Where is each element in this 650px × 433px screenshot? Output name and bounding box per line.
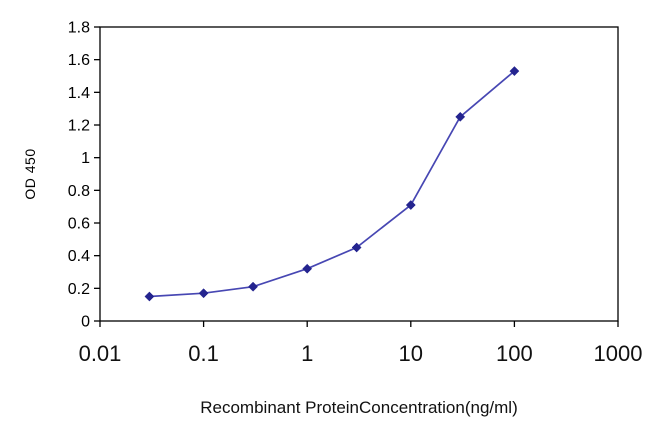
- data-point-marker: [405, 200, 416, 210]
- y-tick-label: 0.4: [68, 248, 90, 265]
- y-tick-label: 0: [81, 314, 90, 331]
- data-point-marker: [198, 288, 209, 299]
- plot-frame: [99, 26, 619, 322]
- data-point-marker: [455, 111, 466, 122]
- y-tick-label: 1.4: [68, 85, 90, 102]
- series-line: [149, 70, 515, 298]
- data-point-marker: [302, 263, 313, 274]
- x-tick-label: 1: [301, 341, 313, 366]
- y-tick-label: 1.8: [68, 20, 90, 37]
- data-point-marker: [144, 291, 155, 302]
- data-point-marker: [351, 242, 362, 253]
- x-axis-label: Recombinant ProteinConcentration(ng/ml): [200, 398, 518, 417]
- x-tick-label: 10: [399, 341, 423, 366]
- y-axis-label: OD 450: [22, 148, 38, 200]
- x-tick-label: 0.01: [79, 341, 122, 366]
- data-point-marker: [509, 66, 520, 77]
- y-tick-label: 1.2: [68, 118, 90, 135]
- y-tick-label: 1.6: [68, 52, 90, 69]
- y-tick-label: 0.8: [68, 183, 90, 200]
- data-point-marker: [248, 281, 258, 292]
- y-tick-label: 1: [81, 150, 90, 167]
- x-tick-label: 0.1: [188, 341, 219, 366]
- x-tick-label: 100: [496, 341, 533, 366]
- x-tick-label: 1000: [594, 341, 643, 366]
- y-tick-label: 0.2: [68, 281, 90, 298]
- y-tick-label: 0.6: [68, 216, 90, 233]
